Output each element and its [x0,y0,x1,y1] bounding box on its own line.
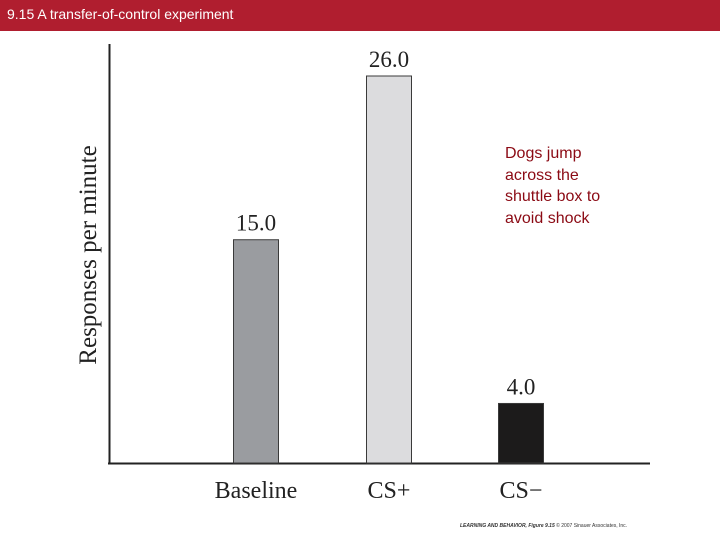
category-label-cs-minus: CS− [500,478,543,504]
y-axis-label: Responses per minute [75,145,102,364]
bar-cs-plus [366,75,412,464]
credit-rights: © 2007 Sinauer Associates, Inc. [556,523,628,529]
title-bar: 9.15 A transfer-of-control experiment [0,0,720,31]
category-label-cs-plus: CS+ [368,478,411,504]
value-label-cs-minus: 4.0 [507,374,536,399]
bar-baseline [233,239,279,464]
credit-book: LEARNING AND BEHAVIOR, Figure 9.15 [460,523,555,529]
annotation-note: Dogs jump across the shuttle box to avoi… [505,145,601,227]
slide-title: 9.15 A transfer-of-control experiment [7,6,234,22]
figure-credit: LEARNING AND BEHAVIOR, Figure 9.15 © 200… [460,523,627,529]
value-label-cs-plus: 26.0 [369,47,409,72]
value-label-baseline: 15.0 [236,211,276,236]
category-label-baseline: Baseline [215,478,298,504]
bar-cs-minus [498,402,544,464]
